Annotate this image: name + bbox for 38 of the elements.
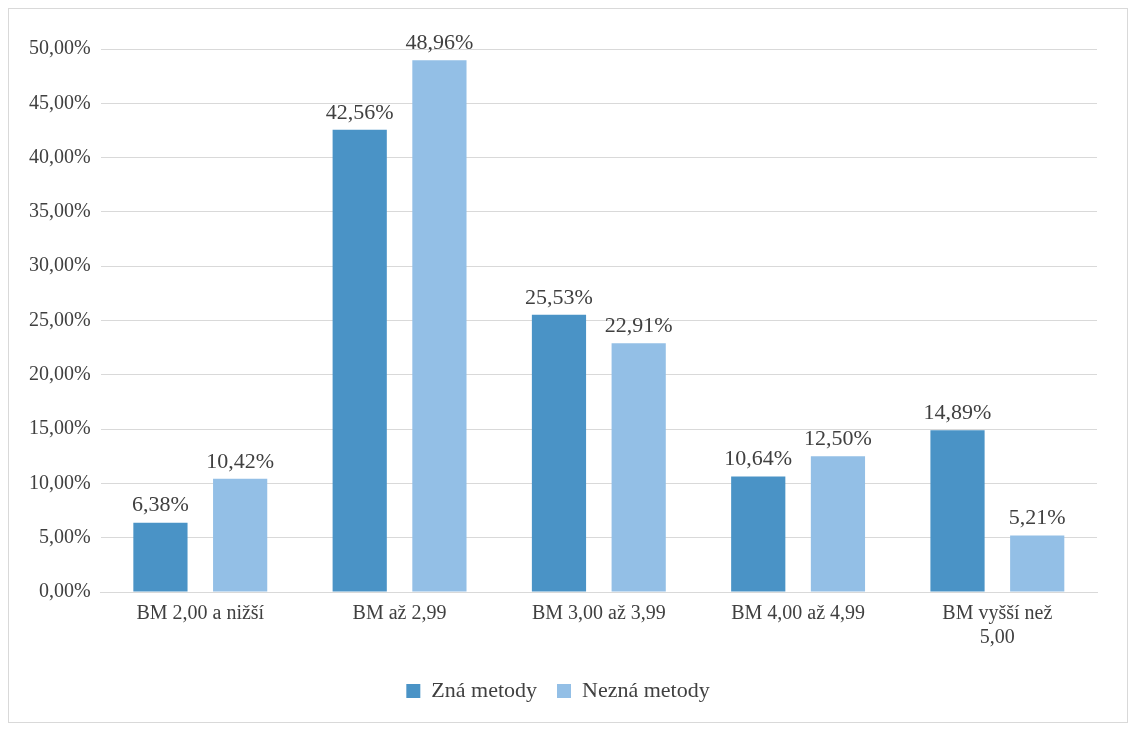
bar bbox=[611, 343, 666, 592]
x-tick-label: BM až 2,99 bbox=[352, 601, 447, 624]
y-tick-label: 10,00% bbox=[28, 470, 91, 493]
data-label: 5,21% bbox=[1008, 504, 1066, 530]
data-label: 12,50% bbox=[804, 425, 872, 451]
bar bbox=[213, 478, 268, 592]
data-label: 48,96% bbox=[405, 29, 474, 55]
y-tick-label: 40,00% bbox=[28, 144, 91, 167]
bar bbox=[332, 129, 387, 592]
legend-label: Zná metody bbox=[431, 676, 538, 702]
x-tick-label: BM 4,00 až 4,99 bbox=[731, 601, 866, 624]
bar bbox=[412, 60, 467, 592]
data-label: 42,56% bbox=[325, 98, 394, 124]
bar bbox=[810, 456, 866, 592]
data-label: 22,91% bbox=[604, 311, 673, 337]
bar bbox=[133, 522, 188, 592]
y-tick-label: 45,00% bbox=[28, 90, 91, 113]
data-label: 25,53% bbox=[525, 283, 593, 309]
data-label: 10,42% bbox=[206, 447, 275, 473]
bar bbox=[930, 430, 985, 592]
y-tick-label: 5,00% bbox=[38, 524, 91, 547]
data-label: 14,89% bbox=[923, 399, 992, 425]
y-tick-label: 30,00% bbox=[28, 253, 91, 276]
y-tick-label: 15,00% bbox=[28, 416, 91, 439]
y-tick-label: 0,00% bbox=[38, 579, 91, 602]
bar bbox=[531, 314, 587, 592]
y-tick-label: 25,00% bbox=[28, 307, 91, 330]
x-tick-label: BM vyšší než 5,00 bbox=[942, 601, 1053, 648]
bar bbox=[731, 476, 786, 592]
y-tick-label: 50,00% bbox=[28, 36, 91, 59]
x-tick-label: BM 2,00 a nižší bbox=[136, 601, 265, 624]
data-label: 10,64% bbox=[724, 445, 793, 471]
y-tick-label: 35,00% bbox=[28, 199, 91, 222]
bar bbox=[1010, 535, 1065, 592]
data-label: 6,38% bbox=[132, 491, 189, 517]
x-tick-label: BM 3,00 až 3,99 bbox=[531, 601, 666, 624]
legend-label: Nezná metody bbox=[582, 676, 710, 702]
y-tick-label: 20,00% bbox=[28, 362, 91, 385]
